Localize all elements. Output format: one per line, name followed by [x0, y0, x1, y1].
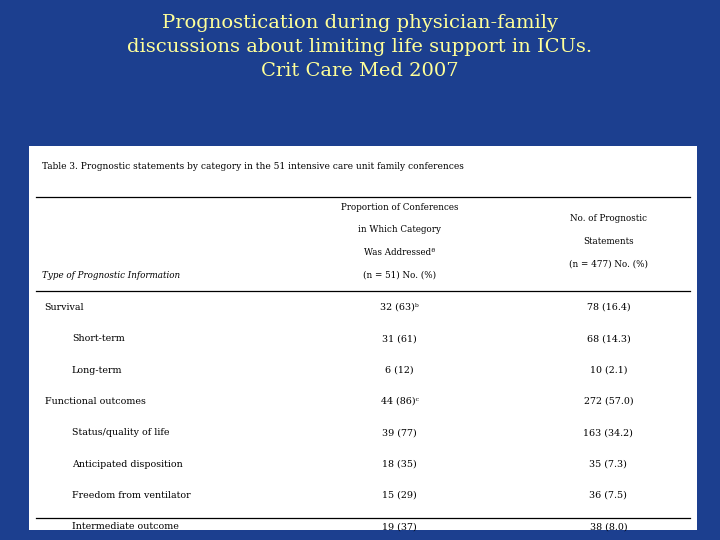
Text: 31 (61): 31 (61): [382, 334, 417, 343]
Text: Was Addressedª: Was Addressedª: [364, 248, 435, 257]
Text: (n = 477) No. (%): (n = 477) No. (%): [569, 259, 648, 268]
Text: Freedom from ventilator: Freedom from ventilator: [72, 491, 191, 500]
Text: Short-term: Short-term: [72, 334, 125, 343]
Text: 15 (29): 15 (29): [382, 491, 417, 500]
Text: 44 (86)ᶜ: 44 (86)ᶜ: [381, 397, 418, 406]
FancyBboxPatch shape: [29, 146, 697, 530]
Text: Table 3. Prognostic statements by category in the 51 intensive care unit family : Table 3. Prognostic statements by catego…: [42, 162, 464, 171]
Text: Survival: Survival: [45, 303, 84, 312]
Text: 19 (37): 19 (37): [382, 522, 417, 531]
Text: Anticipated disposition: Anticipated disposition: [72, 460, 183, 469]
Text: 78 (16.4): 78 (16.4): [587, 303, 630, 312]
Text: 6 (12): 6 (12): [385, 366, 414, 375]
Text: 39 (77): 39 (77): [382, 428, 417, 437]
Text: 10 (2.1): 10 (2.1): [590, 366, 627, 375]
Text: 36 (7.5): 36 (7.5): [590, 491, 627, 500]
Text: Proportion of Conferences: Proportion of Conferences: [341, 202, 459, 212]
Text: Status/quality of life: Status/quality of life: [72, 428, 169, 437]
Text: Prognostication during physician-family
discussions about limiting life support : Prognostication during physician-family …: [127, 14, 593, 80]
Text: No. of Prognostic: No. of Prognostic: [570, 214, 647, 223]
Text: Long-term: Long-term: [72, 366, 122, 375]
Text: Type of Prognostic Information: Type of Prognostic Information: [42, 271, 180, 280]
Text: 35 (7.3): 35 (7.3): [590, 460, 627, 469]
Text: 272 (57.0): 272 (57.0): [584, 397, 633, 406]
Text: Intermediate outcome: Intermediate outcome: [72, 522, 179, 531]
Text: in Which Category: in Which Category: [358, 225, 441, 234]
Text: Statements: Statements: [583, 237, 634, 246]
Text: 38 (8.0): 38 (8.0): [590, 522, 627, 531]
Text: 68 (14.3): 68 (14.3): [587, 334, 630, 343]
Text: (n = 51) No. (%): (n = 51) No. (%): [363, 271, 436, 280]
Text: 18 (35): 18 (35): [382, 460, 417, 469]
Text: Functional outcomes: Functional outcomes: [45, 397, 145, 406]
Text: 163 (34.2): 163 (34.2): [583, 428, 634, 437]
Text: 32 (63)ᵇ: 32 (63)ᵇ: [380, 303, 419, 312]
